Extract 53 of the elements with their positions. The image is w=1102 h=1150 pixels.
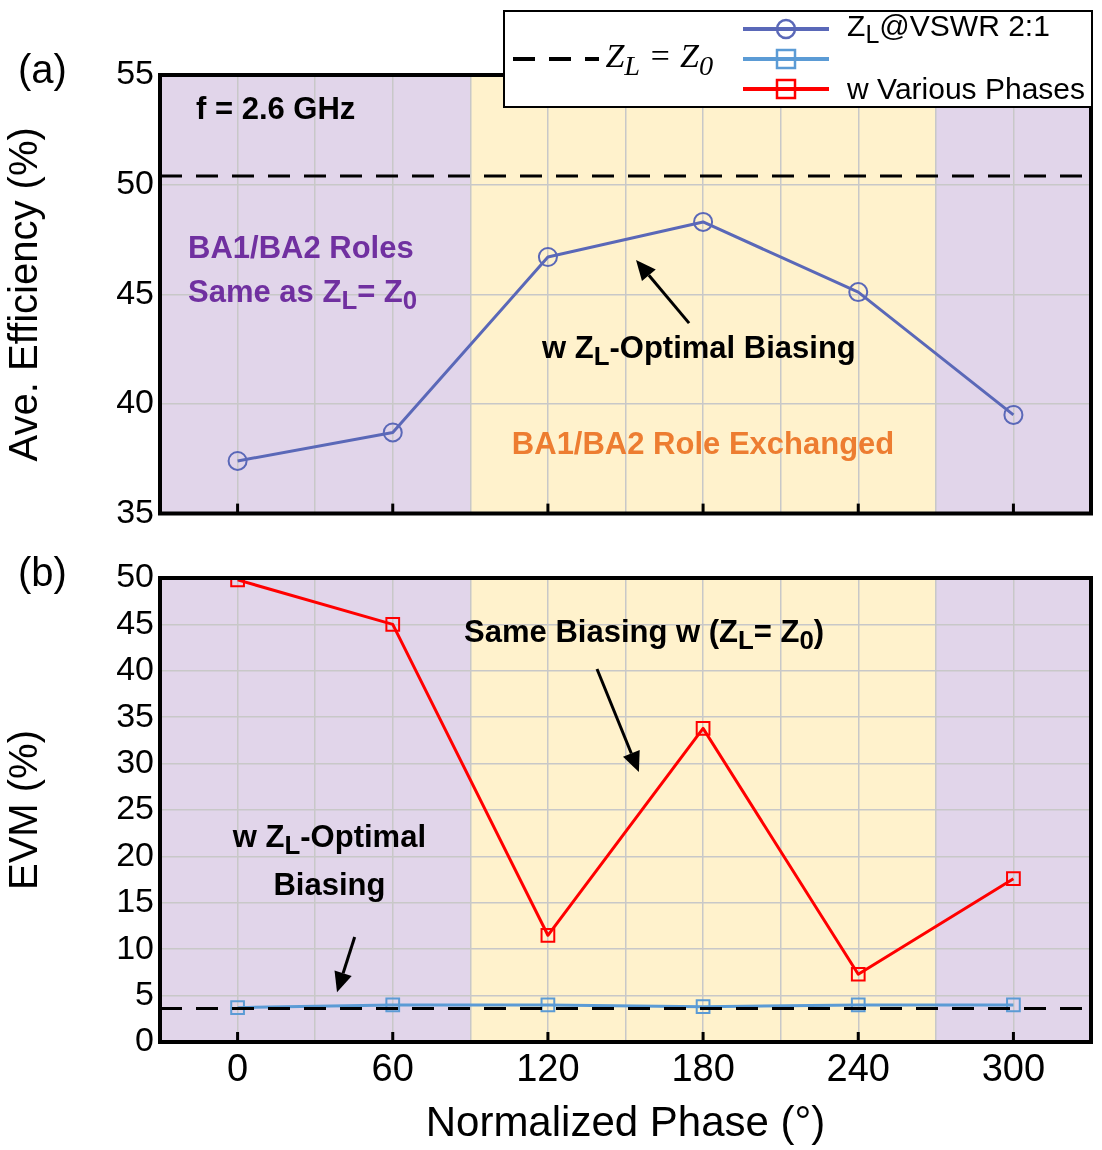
y-tick-label: 55 — [116, 53, 154, 92]
x-tick-label: 0 — [227, 1047, 249, 1090]
annotation: w Z$_{L}$-Optimal Biasing — [542, 329, 856, 373]
point — [848, 282, 869, 303]
annotation: f = 2.6 GHz — [196, 90, 356, 128]
y-tick-label: 10 — [116, 927, 154, 966]
legend-label: Z$_{L}$@VSWR 2:1 — [847, 9, 1050, 49]
point — [1006, 871, 1021, 887]
y-tick-label: 5 — [135, 973, 154, 1012]
point — [1003, 404, 1024, 425]
y-tick-label: 20 — [116, 834, 154, 873]
x-tick-label: 300 — [981, 1047, 1046, 1090]
point — [382, 422, 403, 443]
point — [850, 966, 866, 982]
y-axis-title: Ave. Efficiency (%) — [1, 127, 46, 462]
x-tick-label: 240 — [826, 1047, 890, 1090]
point — [1006, 997, 1021, 1013]
point — [540, 997, 556, 1013]
x-tick-label: 180 — [671, 1047, 735, 1090]
point — [850, 997, 866, 1013]
point — [695, 720, 711, 736]
band-label: BA1/BA2 Role Exchanged — [510, 424, 896, 463]
x-axis-title: Normalized Phase (°) — [425, 1098, 826, 1146]
y-tick-label: 40 — [116, 382, 154, 421]
legend-label: w Various Phases — [847, 72, 1085, 106]
point — [540, 927, 556, 943]
y-tick-label: 35 — [116, 695, 154, 734]
chart-title: (a) — [18, 47, 67, 92]
annotation: Same Biasing w (Z$_{L}$= Z$_{0}$) — [464, 612, 825, 656]
point — [385, 997, 401, 1013]
y-tick-label: 0 — [135, 1020, 154, 1059]
y-tick-label: 50 — [116, 556, 154, 595]
y-tick-label: 50 — [116, 163, 154, 202]
annotation: w Z$_{L}$-Optimal Biasing — [231, 818, 428, 905]
y-tick-label: 25 — [116, 788, 154, 827]
band-label: BA1/BA2 Roles Same as Z$_{L}$= Z$_{0}$ — [188, 229, 419, 316]
point — [230, 1000, 245, 1016]
y-tick-label: 30 — [116, 741, 154, 780]
y-tick-label: 35 — [116, 491, 154, 530]
y-tick-label: 15 — [116, 881, 154, 920]
y-tick-label: 45 — [116, 272, 154, 311]
point — [385, 617, 401, 632]
point — [537, 247, 558, 268]
legend-label: Z$_{L}$ = Z$_{0}$ — [605, 36, 714, 82]
chart-title: (b) — [18, 550, 67, 595]
y-tick-label: 45 — [116, 602, 154, 641]
point — [227, 450, 248, 471]
y-axis-title: EVM (%) — [1, 730, 46, 890]
y-tick-label: 40 — [116, 649, 154, 688]
x-tick-label: 120 — [516, 1047, 580, 1090]
point — [695, 999, 711, 1015]
point — [693, 211, 714, 232]
x-tick-label: 60 — [371, 1047, 414, 1090]
